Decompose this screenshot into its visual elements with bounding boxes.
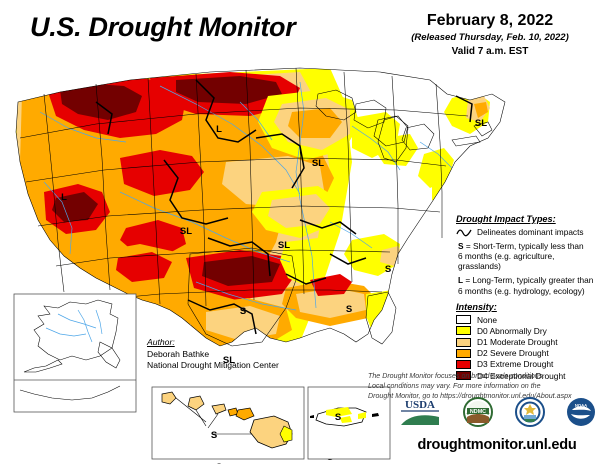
logo-row: USDA NDMC NOAA xyxy=(398,397,596,427)
intensity-swatch xyxy=(456,337,471,347)
legend-panel: Drought Impact Types: Delineates dominan… xyxy=(456,214,596,382)
map-impact-label: SL xyxy=(223,355,235,366)
website-url[interactable]: droughtmonitor.unl.edu xyxy=(417,437,577,453)
intensity-row-none: None xyxy=(456,315,596,325)
impact-delineation-lines xyxy=(95,79,473,335)
intensity-label: D1 Moderate Drought xyxy=(477,337,558,348)
map-impact-label: L xyxy=(61,192,67,203)
usda-seal-logo xyxy=(514,397,545,427)
usda-logo: USDA xyxy=(401,399,439,425)
intensity-legend-list: None D0 Abnormally Dry D1 Moderate Drought… xyxy=(456,315,596,381)
intensity-label: D3 Extreme Drought xyxy=(477,359,554,370)
inset-impact-label-puerto-rico: S xyxy=(335,412,341,423)
author-heading: Author: xyxy=(147,337,175,347)
disclaimer-line-1: The Drought Monitor focuses on broad-sca… xyxy=(368,372,545,380)
squiggle-legend-row: Delineates dominant impacts xyxy=(456,227,596,237)
short-term-symbol: S xyxy=(458,241,464,252)
noaa-logo: NOAA xyxy=(566,398,595,426)
intensity-heading: Intensity: xyxy=(456,301,497,312)
intensity-swatch xyxy=(456,326,471,336)
long-term-legend: L = Long-Term, typically greater than 6 … xyxy=(456,275,596,295)
valid-time: Valid 7 a.m. EST xyxy=(451,46,529,57)
disclaimer-line-2: Local conditions may vary. For more info… xyxy=(368,382,541,391)
intensity-swatch xyxy=(456,359,471,369)
map-date: February 8, 2022 xyxy=(426,12,554,29)
squiggle-icon xyxy=(456,229,472,237)
map-impact-label: S xyxy=(385,264,391,275)
map-impact-label: SL xyxy=(475,118,487,129)
long-term-text-line2: 6 months (e.g. hydrology, ecology) xyxy=(458,285,585,296)
intensity-row-d2: D2 Severe Drought xyxy=(456,348,596,358)
intensity-row-d3: D3 Extreme Drought xyxy=(456,359,596,369)
inset-impact-labels: SS xyxy=(211,412,341,441)
intensity-swatch xyxy=(456,315,471,325)
author-org: National Drought Mitigation Center xyxy=(147,360,279,370)
map-impact-label: SL xyxy=(312,158,324,169)
intensity-row-d4: D4 Exceptional Drought xyxy=(456,371,596,381)
short-term-text-line2: 6 months (e.g. agriculture, grasslands) xyxy=(458,251,555,272)
intensity-label: D2 Severe Drought xyxy=(477,348,549,359)
map-impact-label: S xyxy=(216,462,222,464)
disclaimer-line-3: Drought Monitor, go to https://droughtmo… xyxy=(368,392,572,401)
intensity-row-d0: D0 Abnormally Dry xyxy=(456,326,596,336)
squiggle-legend-label: Delineates dominant impacts xyxy=(477,227,584,237)
author-name: Deborah Bathke xyxy=(147,348,210,359)
alaska-inset xyxy=(13,293,137,413)
rivers-layer xyxy=(39,81,481,311)
map-impact-label: SL xyxy=(278,240,290,251)
short-term-legend: S = Short-Term, typically less than 6 mo… xyxy=(456,241,596,271)
map-impact-label: SL xyxy=(180,226,192,237)
page-title: U.S. Drought Monitor xyxy=(30,12,296,42)
impact-types-heading: Drought Impact Types: xyxy=(456,214,556,224)
intensity-swatch xyxy=(456,348,471,358)
puerto-rico-inset xyxy=(307,386,391,460)
svg-text:USDA: USDA xyxy=(405,399,435,411)
date-block: February 8, 2022 (Released Thursday, Feb… xyxy=(390,12,590,57)
release-date: (Released Thursday, Feb. 10, 2022) xyxy=(411,32,569,43)
hawaii-inset xyxy=(151,386,305,460)
long-term-symbol: L xyxy=(458,275,464,286)
inset-impact-label-hawaii: S xyxy=(211,430,217,441)
map-impact-label: L xyxy=(216,124,222,135)
short-term-text: = Short-Term, typically less than xyxy=(463,241,584,252)
map-impact-label: S xyxy=(240,306,246,317)
state-boundaries xyxy=(15,67,506,347)
svg-text:NDMC: NDMC xyxy=(470,409,486,415)
ndmc-logo: NDMC xyxy=(463,397,494,427)
author-block: Author: Deborah Bathke National Drought … xyxy=(147,337,279,370)
intensity-label: D0 Abnormally Dry xyxy=(477,325,547,336)
map-impact-label: S xyxy=(346,304,352,315)
intensity-swatch xyxy=(456,371,471,381)
svg-text:NOAA: NOAA xyxy=(575,403,587,408)
intensity-label: None xyxy=(477,314,498,325)
intensity-label: D4 Exceptional Drought xyxy=(477,370,566,381)
intensity-row-d1: D1 Moderate Drought xyxy=(456,337,596,347)
long-term-text: = Long-Term, typically greater than xyxy=(463,275,594,286)
disclaimer-text: The Drought Monitor focuses on broad-sca… xyxy=(368,371,598,401)
